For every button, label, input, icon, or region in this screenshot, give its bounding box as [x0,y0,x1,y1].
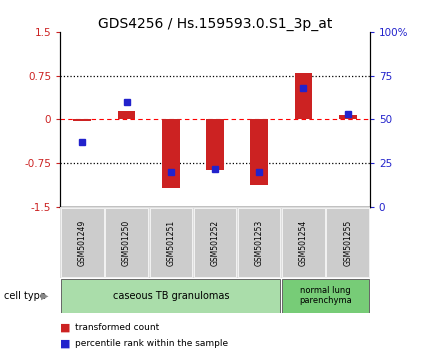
Title: GDS4256 / Hs.159593.0.S1_3p_at: GDS4256 / Hs.159593.0.S1_3p_at [98,17,332,31]
Bar [61,208,104,277]
Text: GSM501252: GSM501252 [211,219,219,266]
Text: GSM501253: GSM501253 [255,219,264,266]
Text: percentile rank within the sample: percentile rank within the sample [75,339,228,348]
Text: GSM501255: GSM501255 [343,219,352,266]
Bar [61,279,280,313]
Bar [250,120,268,185]
Text: GSM501254: GSM501254 [299,219,308,266]
Text: GSM501250: GSM501250 [122,219,131,266]
Text: transformed count: transformed count [75,323,160,332]
Text: ▶: ▶ [41,291,48,301]
Bar [118,111,135,120]
Text: ■: ■ [60,338,71,348]
Text: GSM501251: GSM501251 [166,219,175,266]
Bar [206,120,224,170]
Bar [282,208,325,277]
Bar [150,208,192,277]
Bar [74,120,91,121]
Bar [295,73,312,120]
Bar [339,115,356,120]
Text: cell type: cell type [4,291,46,301]
Text: ■: ■ [60,322,71,332]
Text: normal lung
parenchyma: normal lung parenchyma [299,286,352,305]
Text: caseous TB granulomas: caseous TB granulomas [113,291,229,301]
Text: GSM501249: GSM501249 [78,219,87,266]
Bar [326,208,369,277]
Bar [162,120,180,188]
Bar [238,208,280,277]
Bar [282,279,369,313]
Bar [105,208,148,277]
Bar [194,208,236,277]
